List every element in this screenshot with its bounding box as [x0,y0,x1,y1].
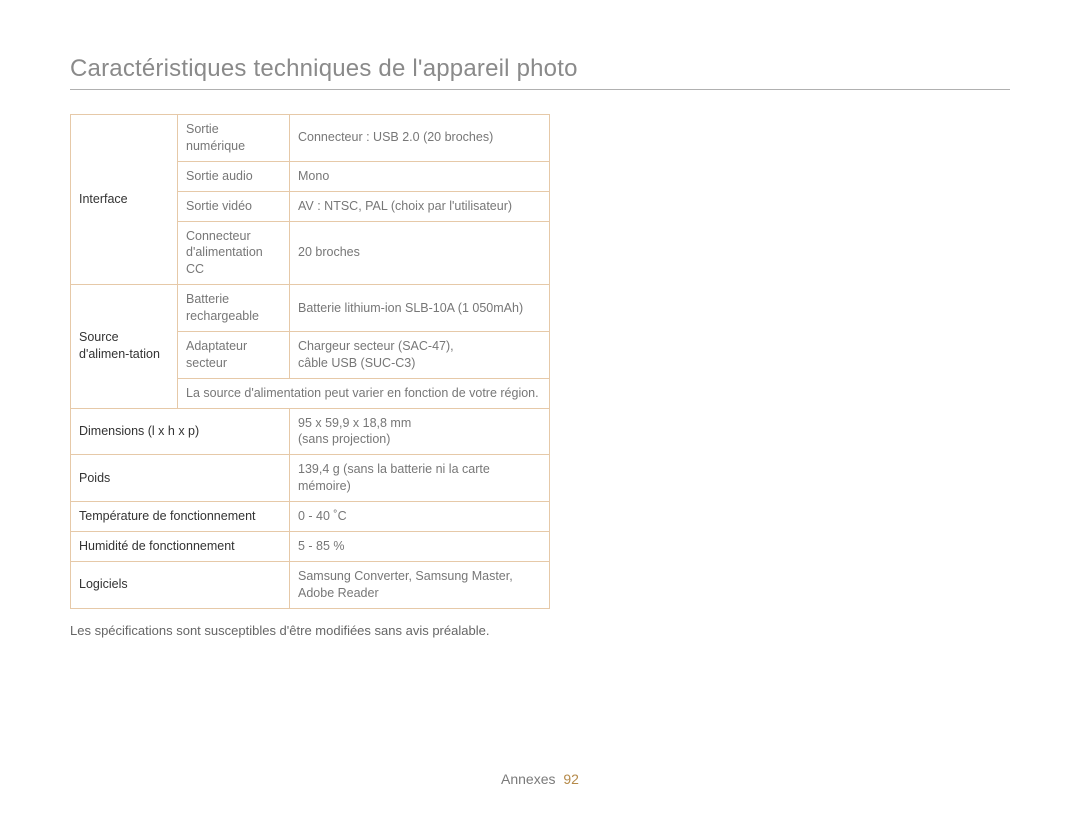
row-category: Logiciels [71,561,290,608]
row-value: Samsung Converter, Samsung Master, Adobe… [290,561,550,608]
row-category: Humidité de fonctionnement [71,531,290,561]
row-value: 0 - 40 ˚C [290,502,550,532]
table-row: LogicielsSamsung Converter, Samsung Mast… [71,561,550,608]
row-subcategory: Sortie vidéo [178,191,290,221]
row-subcategory: Adaptateur secteur [178,331,290,378]
footer-page-number: 92 [563,771,579,787]
page-title: Caractéristiques techniques de l'apparei… [70,55,1010,90]
table-row: Dimensions (l x h x p)95 x 59,9 x 18,8 m… [71,408,550,455]
row-note: La source d'alimentation peut varier en … [178,378,550,408]
table-row: InterfaceSortie numériqueConnecteur : US… [71,115,550,162]
row-category: Poids [71,455,290,502]
row-value: 95 x 59,9 x 18,8 mm (sans projection) [290,408,550,455]
row-value: 5 - 85 % [290,531,550,561]
table-row: Température de fonctionnement0 - 40 ˚C [71,502,550,532]
page-footer: Annexes 92 [0,771,1080,787]
row-subcategory: Connecteur d'alimentation CC [178,221,290,285]
specs-table-body: InterfaceSortie numériqueConnecteur : US… [71,115,550,609]
row-value: AV : NTSC, PAL (choix par l'utilisateur) [290,191,550,221]
row-subcategory: Sortie audio [178,161,290,191]
row-value: Chargeur secteur (SAC-47), câble USB (SU… [290,331,550,378]
row-value: Mono [290,161,550,191]
row-value: 139,4 g (sans la batterie ni la carte mé… [290,455,550,502]
specs-table: InterfaceSortie numériqueConnecteur : US… [70,114,550,609]
row-value: Batterie lithium-ion SLB-10A (1 050mAh) [290,285,550,332]
table-row: Source d'alimen-tationBatterie rechargea… [71,285,550,332]
footer-section: Annexes [501,771,555,787]
row-value: Connecteur : USB 2.0 (20 broches) [290,115,550,162]
table-row: Poids139,4 g (sans la batterie ni la car… [71,455,550,502]
row-category: Température de fonctionnement [71,502,290,532]
row-subcategory: Batterie rechargeable [178,285,290,332]
document-page: Caractéristiques techniques de l'apparei… [0,0,1080,815]
row-category: Interface [71,115,178,285]
row-category: Source d'alimen-tation [71,285,178,408]
row-subcategory: Sortie numérique [178,115,290,162]
table-row: Humidité de fonctionnement5 - 85 % [71,531,550,561]
row-category: Dimensions (l x h x p) [71,408,290,455]
row-value: 20 broches [290,221,550,285]
specs-footnote: Les spécifications sont susceptibles d'ê… [70,623,1010,638]
